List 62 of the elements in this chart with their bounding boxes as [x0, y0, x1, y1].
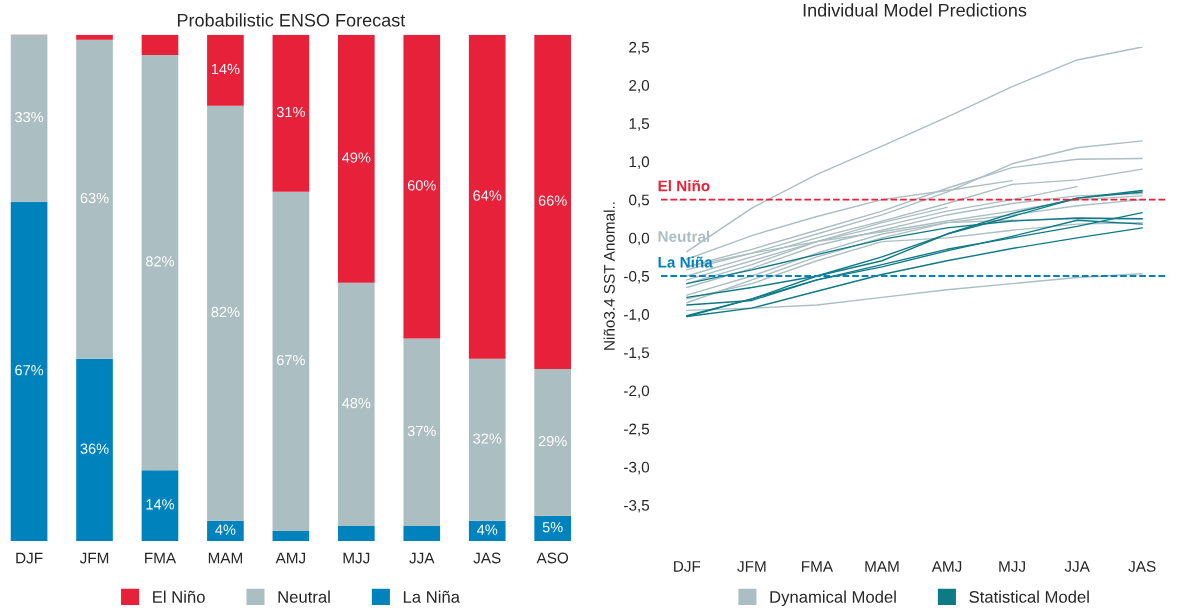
chart-title: Probabilistic ENSO Forecast [177, 13, 406, 27]
data-label: 5% [542, 522, 563, 533]
data-label: 60% [407, 180, 436, 191]
legend-label: El Niño [153, 590, 205, 603]
data-label: 4% [215, 524, 236, 535]
legend-label: La Niña [403, 590, 460, 603]
y-tick-label: 2,5 [629, 41, 650, 55]
y-tick-label: 1,5 [629, 118, 650, 131]
data-label: 31% [276, 106, 305, 118]
annotation: Neutral [658, 230, 710, 242]
data-label: 49% [342, 152, 371, 163]
x-tick-label: MAM [865, 561, 899, 572]
x-tick-label: AMJ [275, 552, 306, 564]
x-tick-label: MJJ [999, 561, 1025, 572]
ref-line-label: El Niño [658, 180, 710, 192]
y-tick-label: 0,0 [629, 232, 650, 246]
x-tick-label: JFM [737, 561, 766, 572]
x-tick-label: JFM [79, 552, 109, 564]
data-label: 63% [80, 192, 109, 204]
y-tick-label: -1,5 [624, 347, 650, 360]
data-label: 67% [15, 365, 44, 376]
x-tick-label: DJF [674, 561, 701, 572]
x-tick-label: FMA [802, 561, 834, 572]
y-tick-label: -1,0 [624, 309, 650, 322]
data-label: 66% [538, 195, 567, 206]
data-label: 36% [80, 443, 109, 454]
y-tick-label: -3,5 [624, 499, 650, 513]
x-tick-label: DJF [16, 552, 43, 564]
ref-line-label: La Niña [658, 256, 713, 268]
data-label: 37% [407, 425, 436, 437]
x-tick-label: JJA [1064, 561, 1090, 572]
data-label: 33% [15, 111, 44, 123]
x-tick-label: MAM [208, 552, 242, 564]
legend-label: Dynamical Model [770, 590, 896, 607]
x-tick-label: FMA [145, 552, 177, 564]
legend-label: Statistical Model [969, 590, 1089, 603]
data-label: 32% [473, 433, 502, 444]
data-label: 82% [211, 306, 240, 318]
data-label: 82% [146, 256, 175, 267]
x-tick-label: JAS [1128, 561, 1156, 572]
x-tick-label: ASO [536, 552, 569, 564]
x-tick-label: JJA [409, 552, 435, 564]
data-label: 64% [473, 190, 502, 201]
data-label: 14% [211, 63, 240, 75]
x-tick-label: MJJ [343, 552, 370, 564]
y-tick-label: -2,5 [624, 423, 650, 437]
y-tick-label: 1,0 [629, 156, 650, 169]
data-label: 67% [277, 354, 305, 366]
data-label: 29% [538, 435, 567, 447]
legend-label: Neutral [278, 590, 330, 603]
y-tick-label: -2,0 [624, 385, 650, 399]
data-label: 14% [146, 499, 175, 510]
data-label: 4% [477, 524, 498, 535]
y-tick-label: -3,0 [624, 461, 650, 475]
y-tick-label: -0,5 [624, 270, 650, 284]
data-label: 48% [342, 397, 371, 409]
x-tick-label: JAS [473, 552, 501, 564]
y-tick-label: 2,0 [629, 80, 650, 93]
y-tick-label: 0,5 [629, 194, 650, 208]
y-axis-title: Niño3.4 SST Anomal.. [603, 202, 615, 350]
x-tick-label: AMJ [931, 561, 962, 572]
chart-title: Individual Model Predictions [803, 3, 1027, 17]
